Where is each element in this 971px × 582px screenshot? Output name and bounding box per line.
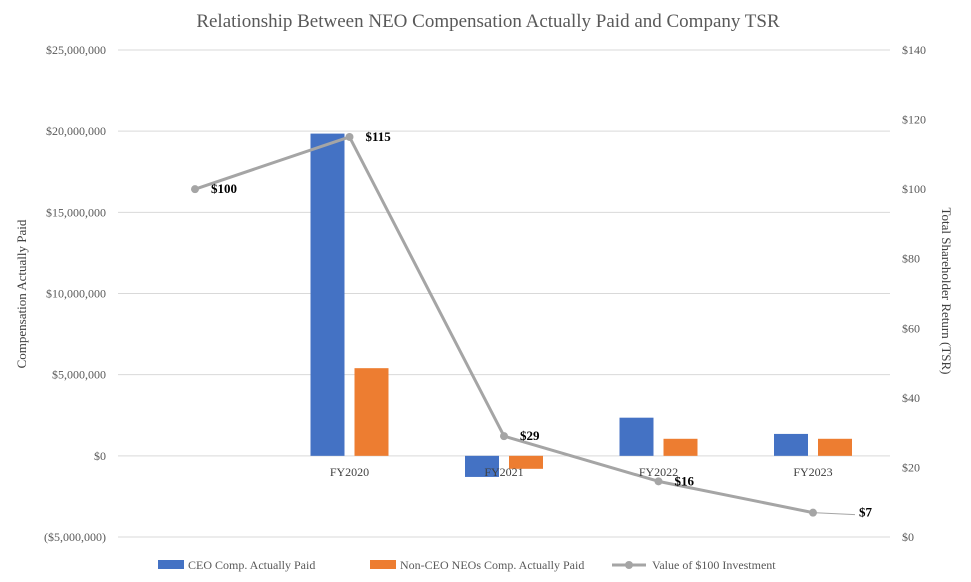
category-label: FY2020 — [330, 465, 369, 479]
category-label: FY2021 — [484, 465, 523, 479]
bar-ceo-fy2023 — [774, 433, 808, 456]
bar-non-ceo-fy2020 — [354, 368, 389, 456]
right-tick-label: $0 — [902, 530, 914, 544]
right-axis-ticks: $140 $120 $100 $80 $60 $40 $20 $0 — [902, 43, 926, 544]
bar-non-ceo-fy2021 — [509, 455, 543, 469]
left-axis-ticks: $25,000,000 $20,000,000 $15,000,000 $10,000… — [44, 43, 106, 544]
bars — [310, 133, 852, 477]
left-tick-label: ($5,000,000) — [44, 530, 106, 544]
right-axis-title: Total Shareholder Return (TSR) — [939, 208, 954, 375]
tsr-point — [345, 132, 354, 141]
data-label-leader — [812, 512, 856, 516]
legend: CEO Comp. Actually Paid Non-CEO NEOs Comp… — [158, 558, 776, 572]
left-axis-title: Compensation Actually Paid — [14, 219, 29, 368]
legend-label: Non-CEO NEOs Comp. Actually Paid — [400, 558, 584, 572]
right-tick-label: $80 — [902, 252, 920, 266]
left-tick-label: $15,000,000 — [46, 205, 106, 219]
left-tick-label: $20,000,000 — [46, 124, 106, 138]
chart-title: Relationship Between NEO Compensation Ac… — [196, 11, 780, 32]
left-tick-label: $5,000,000 — [52, 368, 106, 382]
tsr-data-label: $29 — [520, 428, 540, 443]
right-tick-label: $120 — [902, 113, 926, 127]
tsr-point — [500, 432, 508, 441]
right-tick-label: $140 — [902, 43, 926, 57]
tsr-point — [654, 477, 663, 486]
tsr-line: $100 $115 $29 $16 $7 — [191, 129, 873, 520]
tsr-data-label: $16 — [675, 473, 695, 488]
tsr-point — [191, 185, 199, 194]
gridlines — [118, 49, 890, 538]
category-label: FY2022 — [639, 465, 678, 479]
left-tick-label: $0 — [94, 449, 106, 463]
bar-non-ceo-fy2022 — [663, 438, 698, 456]
bar-non-ceo-fy2023 — [818, 438, 852, 456]
legend-swatch — [370, 560, 396, 569]
left-tick-label: $10,000,000 — [46, 287, 106, 301]
legend-label: Value of $100 Investment — [652, 558, 776, 572]
right-tick-label: $60 — [902, 321, 920, 335]
bar-ceo-fy2021 — [465, 455, 499, 477]
legend-swatch — [158, 560, 184, 569]
legend-label: CEO Comp. Actually Paid — [188, 558, 315, 572]
left-tick-label: $25,000,000 — [46, 43, 106, 57]
bar-ceo-fy2022 — [619, 417, 654, 456]
right-tick-label: $20 — [902, 460, 920, 474]
category-label: FY2023 — [793, 465, 832, 479]
tsr-data-label: $100 — [211, 181, 237, 196]
legend-marker — [625, 561, 633, 569]
category-labels: FY2020 FY2021 FY2022 FY2023 — [330, 465, 833, 479]
tsr-data-label: $115 — [366, 129, 392, 144]
right-tick-label: $100 — [902, 182, 926, 196]
right-tick-label: $40 — [902, 391, 920, 405]
bar-ceo-fy2020 — [310, 133, 345, 456]
tsr-data-label: $7 — [859, 505, 873, 520]
